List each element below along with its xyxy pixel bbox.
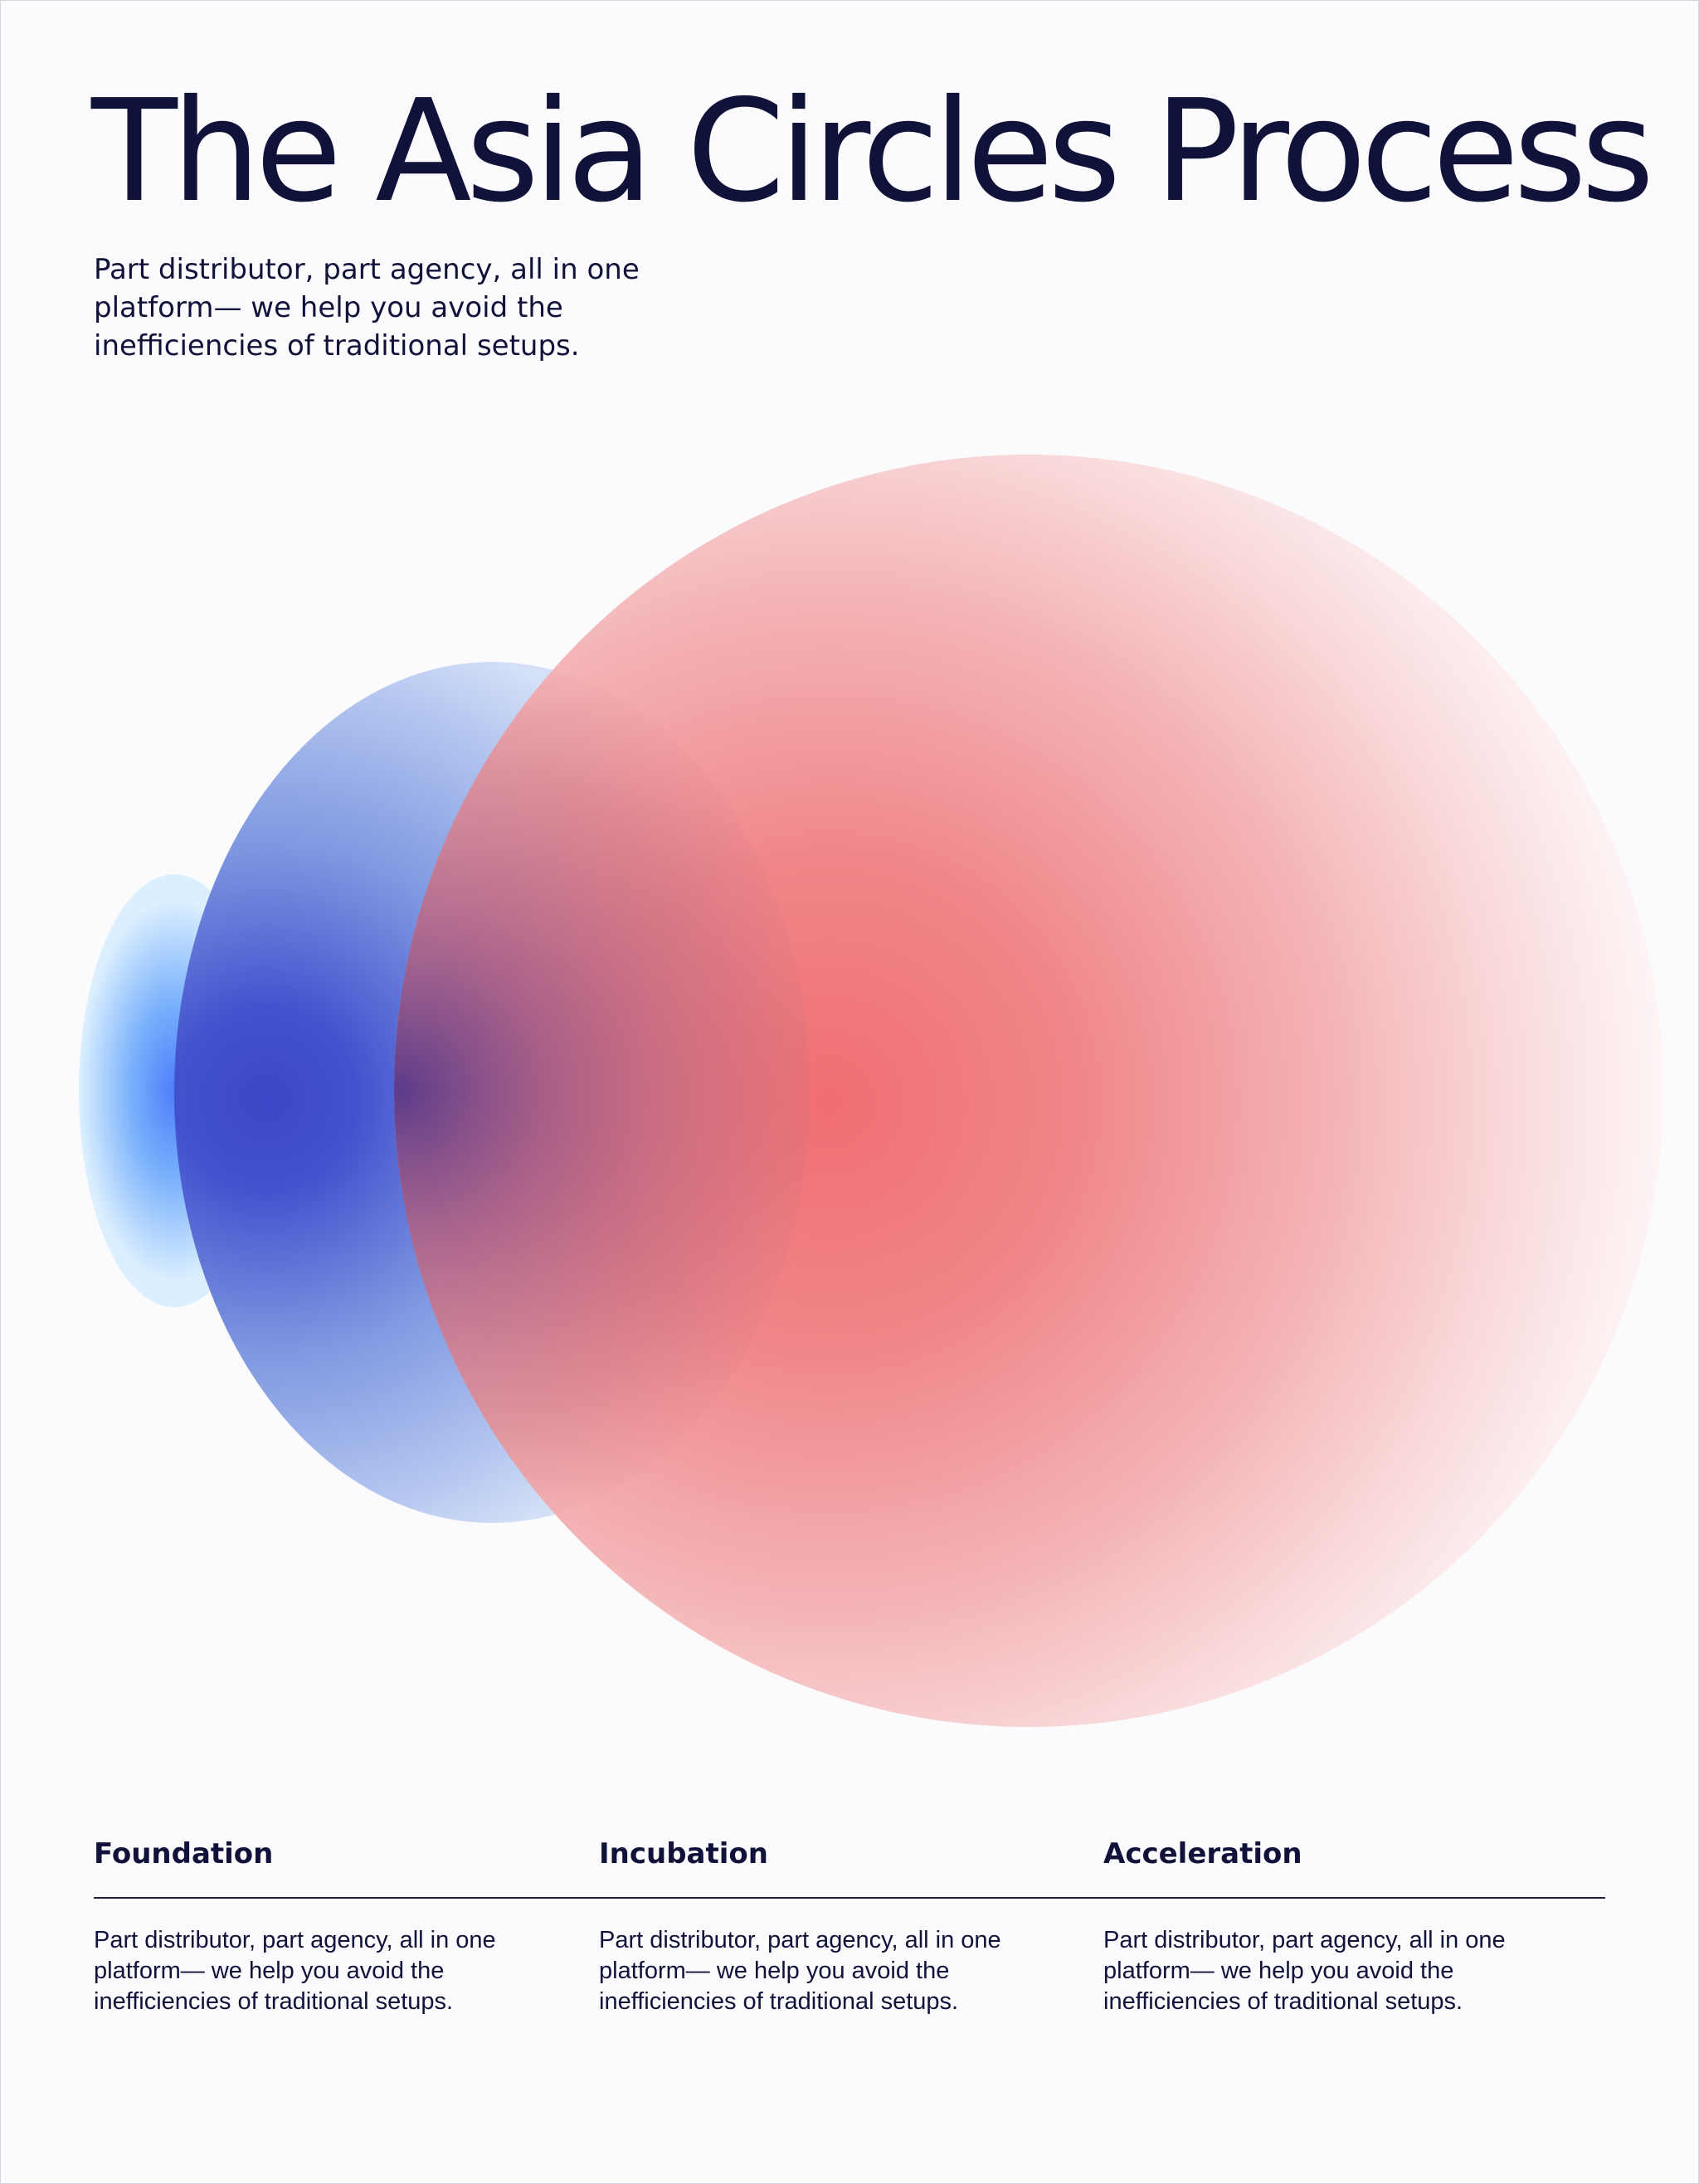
overlap-region — [394, 662, 810, 1523]
step-title-foundation: Foundation — [94, 1837, 274, 1870]
page-title: The Asia Circles Process — [91, 70, 1654, 234]
page-subtitle: Part distributor, part agency, all in on… — [94, 253, 640, 362]
step-title-incubation: Incubation — [599, 1837, 768, 1870]
step-description-foundation: Part distributor, part agency, all in on… — [94, 1927, 496, 2015]
section-divider — [94, 1897, 1605, 1899]
large-circle — [394, 455, 1663, 1727]
step-description-acceleration: Part distributor, part agency, all in on… — [1103, 1927, 1506, 2015]
step-description-incubation: Part distributor, part agency, all in on… — [599, 1927, 1001, 2015]
step-title-acceleration: Acceleration — [1103, 1837, 1302, 1870]
